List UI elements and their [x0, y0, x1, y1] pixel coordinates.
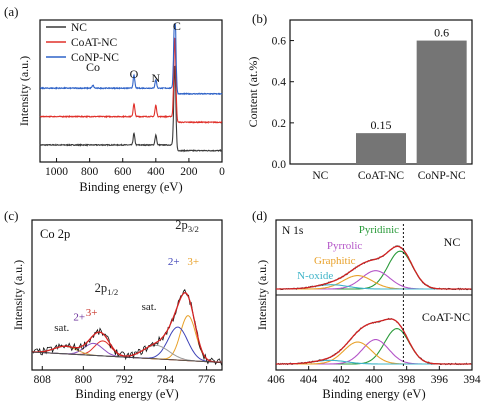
panel-d-species-N-oxide: N-oxide: [297, 270, 333, 282]
panel-a-frame: [39, 19, 223, 163]
panel-c-envelope: [32, 292, 223, 364]
panel-d-xtick-label-2: 402: [333, 374, 351, 386]
panel-a-series-CoAT-NC: [39, 37, 223, 125]
panel-c-xtick-label-0: 808: [34, 374, 52, 386]
panel-d-xtick-label-1: 404: [300, 374, 318, 386]
panel-c-annotation-2: 3+: [86, 307, 98, 319]
panel-b-ytick-label-1: 0.2: [272, 118, 287, 130]
panel-a-xtick-label-0: 1000: [45, 166, 68, 178]
panel-c-ylabel: Intensity (a.u.): [11, 260, 25, 330]
panel-a-xlabel: Binding energy (eV): [79, 180, 182, 194]
panel-c-label: (c): [4, 208, 18, 223]
panel-a-label: (a): [4, 4, 18, 19]
panel-d-CoAT-NC-component-Pyridinic: [276, 328, 472, 365]
panel-d-title: N 1s: [282, 225, 304, 237]
panel-b-value-label-CoAT-NC: 0.15: [371, 118, 392, 132]
panel-d-NC-raw: [275, 245, 472, 291]
panel-c-xlabel: Binding energy (eV): [75, 387, 178, 401]
panel-d-CoAT-NC-component-Pyrrolic: [276, 339, 472, 365]
panel-c-annotation-4: sat.: [142, 301, 157, 313]
panel-c-frame: [31, 219, 223, 371]
panel-a-peak-label-1: O: [130, 67, 139, 81]
panel-d-ylabel: Intensity (a.u.): [255, 260, 269, 330]
panel-d-species-Pyridinic: Pyridinic: [359, 224, 399, 236]
panel-a-legend-label-1: CoAT-NC: [71, 37, 118, 49]
panel-a-xtick-label-3: 400: [147, 166, 165, 178]
panel-c-xtick-label-3: 784: [157, 374, 175, 386]
panel-b-value-label-CoNP-NC: 0.6: [434, 26, 449, 40]
panel-d-species-Graphitic: Graphitic: [314, 255, 356, 267]
panel-b-ytick-label-3: 0.6: [272, 36, 287, 48]
panel-a-xtick-label-4: 200: [180, 166, 198, 178]
panel-a-ylabel: Intensity (a.u.): [17, 56, 31, 126]
panel-b-category-NC: NC: [312, 170, 328, 182]
panel-d-xtick-label-3: 400: [365, 374, 383, 386]
panel-d-NC-envelope: [276, 245, 472, 290]
panel-d-bottom-label: CoAT-NC: [422, 310, 470, 324]
panel-d-species-Pyrrolic: Pyrrolic: [327, 240, 363, 252]
panel-a-series-NC: [39, 65, 223, 153]
panel-c-title: Co 2p: [40, 227, 70, 241]
panel-d-label: (d): [252, 208, 267, 223]
panel-b-ytick-label-2: 0.4: [272, 77, 287, 89]
panel-d-xtick-label-0: 406: [267, 374, 285, 386]
panel-a-peak-label-0: Co: [86, 60, 100, 74]
panel-a-xtick-label-2: 600: [114, 166, 132, 178]
panel-d-CoAT-NC-envelope: [276, 318, 472, 365]
panel-a-series-CoNP-NC: [40, 23, 223, 96]
panel-a-peak-label-2: N: [151, 71, 160, 85]
panel-c-annotation-6: 3+: [187, 256, 199, 268]
panel-d-xtick-label-6: 394: [463, 374, 481, 386]
panel-b-category-CoAT-NC: CoAT-NC: [358, 170, 405, 182]
panel-a-xtick-label-5: 0: [219, 166, 225, 178]
panel-c-xtick-label-1: 800: [75, 374, 93, 386]
panel-b-bar-CoNP-NC: [416, 40, 467, 165]
panel-b-ylabel: Content (at.%): [246, 57, 260, 128]
panel-d-xtick-label-5: 396: [431, 374, 449, 386]
panel-b-ytick-label-0: 0.0: [272, 159, 287, 171]
panel-c-annotation-0: sat.: [54, 322, 69, 334]
panel-c-annotation-7: 2p3/2: [175, 218, 199, 234]
panel-b-bar-CoAT-NC: [356, 133, 406, 164]
panel-d-xlabel: Binding energy (eV): [322, 387, 425, 401]
panel-c-xtick-label-2: 792: [116, 374, 134, 386]
panel-b-category-CoNP-NC: CoNP-NC: [418, 170, 466, 182]
panel-d-top-label: NC: [444, 235, 461, 249]
panel-c-xtick-label-4: 776: [198, 374, 216, 386]
panel-a-peak-label-3: C: [173, 19, 181, 33]
panel-c-background: [31, 351, 223, 363]
panel-a-legend-label-2: CoNP-NC: [71, 52, 119, 64]
panel-a-xtick-label-1: 800: [81, 166, 99, 178]
panel-c-annotation-1: 2+: [73, 312, 85, 324]
panel-b-label: (b): [252, 11, 267, 26]
panel-c-annotation-5: 2+: [168, 256, 180, 268]
panel-d-CoAT-NC-component-Graphitic: [276, 341, 472, 365]
panel-c-annotation-3: 2p1/2: [95, 281, 119, 297]
panel-a-legend-label-0: NC: [71, 22, 87, 34]
panel-d-xtick-label-4: 398: [398, 374, 416, 386]
